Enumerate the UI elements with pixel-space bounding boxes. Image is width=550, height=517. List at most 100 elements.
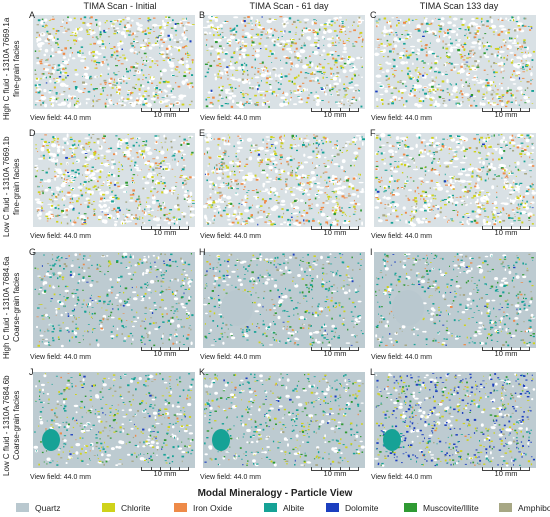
- legend-label: Amphiboles: [518, 503, 550, 513]
- scale-tick: [160, 108, 162, 111]
- panel-letter: J: [29, 367, 34, 377]
- legend-label: Albite: [283, 503, 305, 513]
- scale-tick: [320, 347, 322, 350]
- scale-bar: 10 mm: [311, 345, 359, 358]
- panel-letter: L: [370, 367, 376, 377]
- scan-panel-low-c-fine-1: E View field: 44.0 mm 10 mm: [199, 128, 369, 245]
- scale-bar-line: [311, 226, 359, 230]
- scale-bar-line: [311, 347, 359, 351]
- view-field-label: View field: 44.0 mm: [371, 233, 432, 240]
- column-title-133-day: TIMA Scan 133 day: [419, 1, 499, 11]
- scale-bar-label: 10 mm: [153, 349, 177, 358]
- legend: Quartz Chlorite Iron Oxide Albite Dolomite Mu…: [16, 503, 550, 515]
- scale-tick: [339, 226, 341, 229]
- view-field-label: View field: 44.0 mm: [30, 474, 91, 481]
- view-field-label: View field: 44.0 mm: [30, 233, 91, 240]
- scale-tick: [501, 467, 503, 470]
- scale-tick: [510, 226, 512, 229]
- scale-tick: [491, 347, 493, 350]
- legend-label: Dolomite: [345, 503, 379, 513]
- scale-tick: [150, 108, 152, 111]
- scale-bar-line: [482, 467, 530, 471]
- view-field-label: View field: 44.0 mm: [371, 474, 432, 481]
- view-field-label: View field: 44.0 mm: [371, 354, 432, 361]
- scale-tick: [160, 347, 162, 350]
- scale-tick: [150, 347, 152, 350]
- scale-bar-label: 10 mm: [494, 469, 518, 478]
- panel-letter: H: [199, 247, 206, 257]
- scale-bar-label: 10 mm: [323, 110, 347, 119]
- scale-tick: [501, 347, 503, 350]
- scale-tick: [520, 108, 522, 111]
- scale-tick: [349, 467, 351, 470]
- tima-scan-image: [374, 133, 537, 227]
- scale-bar-label: 10 mm: [153, 110, 177, 119]
- view-field-label: View field: 44.0 mm: [371, 115, 432, 122]
- scale-tick: [169, 347, 171, 350]
- scale-bar-label: 10 mm: [323, 228, 347, 237]
- scale-bar: 10 mm: [482, 345, 530, 358]
- scale-tick: [349, 347, 351, 350]
- tima-scan-image: [202, 15, 365, 109]
- scale-bar-label: 10 mm: [153, 228, 177, 237]
- scale-tick: [349, 226, 351, 229]
- view-field-label: View field: 44.0 mm: [200, 233, 261, 240]
- tima-scan-image: [33, 15, 195, 109]
- legend-label: Muscovite/Illite: [423, 503, 479, 513]
- scale-bar: 10 mm: [311, 224, 359, 237]
- legend-swatch: [326, 503, 339, 512]
- scale-bar-line: [311, 467, 359, 471]
- row-label-low-c-fine: Low C fluid - 1310A 7669.1b fine-grain f…: [2, 136, 21, 238]
- scan-panel-high-c-fine-1: B View field: 44.0 mm 10 mm: [199, 10, 369, 127]
- scale-bar: 10 mm: [141, 345, 189, 358]
- scale-tick: [339, 108, 341, 111]
- scale-bar-line: [482, 108, 530, 112]
- scale-tick: [169, 108, 171, 111]
- scale-tick: [491, 467, 493, 470]
- view-field-label: View field: 44.0 mm: [30, 354, 91, 361]
- scale-tick: [510, 347, 512, 350]
- row-label-high-c-fine: High C fluid - 1310A 7669.1a fine-grain …: [2, 17, 21, 121]
- scale-tick: [520, 467, 522, 470]
- scale-bar-line: [482, 347, 530, 351]
- scale-tick: [169, 226, 171, 229]
- view-field-label: View field: 44.0 mm: [200, 115, 261, 122]
- scale-tick: [320, 108, 322, 111]
- scale-bar: 10 mm: [141, 106, 189, 119]
- panel-letter: E: [199, 128, 206, 138]
- view-field-label: View field: 44.0 mm: [30, 115, 91, 122]
- scan-panel-high-c-fine-0: A View field: 44.0 mm 10 mm: [29, 10, 199, 127]
- tima-scan-image: [202, 133, 365, 227]
- panel-letter: B: [199, 10, 206, 20]
- scale-bar-line: [141, 226, 189, 230]
- scale-tick: [501, 108, 503, 111]
- scale-tick: [169, 467, 171, 470]
- scale-tick: [330, 467, 332, 470]
- scale-tick: [491, 226, 493, 229]
- scale-bar: 10 mm: [482, 106, 530, 119]
- scale-bar-line: [141, 467, 189, 471]
- scale-bar-line: [141, 108, 189, 112]
- legend-swatch: [16, 503, 29, 512]
- scale-tick: [179, 108, 181, 111]
- legend-label: Iron Oxide: [193, 503, 233, 513]
- tima-scan-image: [374, 252, 536, 348]
- scan-panel-low-c-coarse-1: K View field: 44.0 mm 10 mm: [199, 367, 369, 486]
- panel-letter: K: [199, 367, 206, 377]
- legend-swatch: [174, 503, 187, 512]
- scale-bar-label: 10 mm: [323, 349, 347, 358]
- view-field-label: View field: 44.0 mm: [200, 354, 261, 361]
- row-label-high-c-coarse: High C fluid - 1310A 7684.6a Coarse-grai…: [2, 256, 21, 359]
- row-label-low-c-coarse: Low C fluid - 1310A 7684.6b Coarse-grain…: [2, 375, 21, 476]
- scale-tick: [160, 467, 162, 470]
- view-field-label: View field: 44.0 mm: [200, 474, 261, 481]
- scale-tick: [330, 226, 332, 229]
- scale-bar: 10 mm: [482, 224, 530, 237]
- panel-letter: D: [29, 128, 36, 138]
- scale-bar-label: 10 mm: [153, 469, 177, 478]
- tima-scan-image: [374, 15, 536, 109]
- scan-panel-low-c-fine-2: F View field: 44.0 mm 10 mm: [370, 128, 540, 245]
- scale-tick: [179, 226, 181, 229]
- scale-tick: [339, 467, 341, 470]
- column-title-initial: TIMA Scan - Initial: [83, 1, 157, 11]
